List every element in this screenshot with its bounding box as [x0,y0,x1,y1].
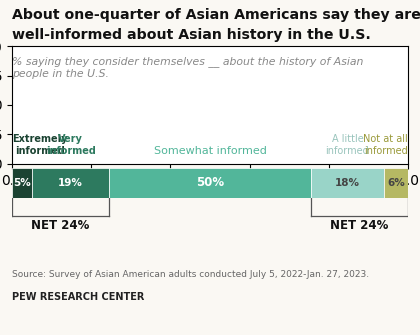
Text: 6%: 6% [387,178,405,188]
Text: % saying they consider themselves __ about the history of Asian
people in the U.: % saying they consider themselves __ abo… [12,56,363,78]
Text: NET 24%: NET 24% [32,219,90,232]
Text: 18%: 18% [335,178,360,188]
Text: well-informed about Asian history in the U.S.: well-informed about Asian history in the… [12,28,371,42]
Text: Source: Survey of Asian American adults conducted July 5, 2022-Jan. 27, 2023.: Source: Survey of Asian American adults … [12,270,369,279]
Text: About one-quarter of Asian Americans say they are: About one-quarter of Asian Americans say… [12,8,420,22]
Text: Not at all
informed: Not at all informed [363,134,408,155]
Text: Extremely
informed: Extremely informed [12,134,68,155]
Text: PEW RESEARCH CENTER: PEW RESEARCH CENTER [12,292,144,302]
Text: 19%: 19% [58,178,83,188]
Bar [32,168,109,198]
Text: Very
informed: Very informed [46,134,95,155]
Text: A little
informed: A little informed [326,134,369,155]
Text: NET 24%: NET 24% [330,219,388,232]
Bar [12,168,32,198]
Text: Somewhat informed: Somewhat informed [154,146,266,155]
Bar [384,168,408,198]
Text: 5%: 5% [13,178,31,188]
Bar [311,168,384,198]
Text: 50%: 50% [196,177,224,190]
Bar [109,168,311,198]
